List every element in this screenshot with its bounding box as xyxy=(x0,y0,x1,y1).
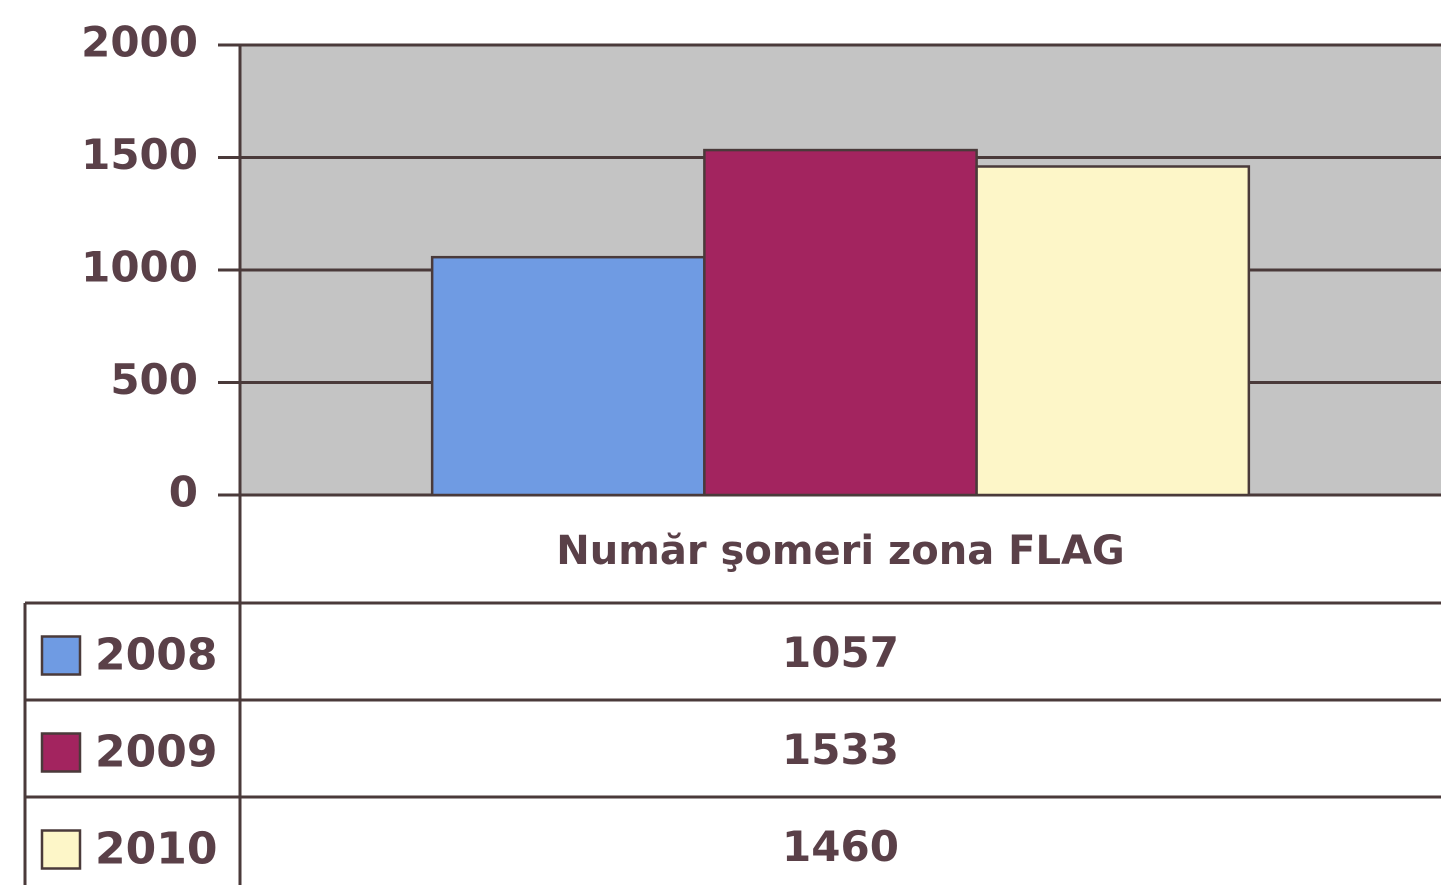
legend-label: 2008 xyxy=(95,630,217,681)
bar xyxy=(703,148,978,497)
y-tick-label: 2000 xyxy=(81,18,198,67)
bar xyxy=(430,255,706,497)
legend-swatch xyxy=(40,635,82,676)
legend-swatch xyxy=(40,732,82,773)
bar xyxy=(975,165,1251,497)
y-tick-label: 1000 xyxy=(81,243,198,292)
table-value: 1533 xyxy=(782,725,899,774)
x-tick-label: Număr şomeri zona FLAG xyxy=(556,528,1125,574)
table-value: 1057 xyxy=(782,628,899,677)
legend-label: 2010 xyxy=(95,824,217,875)
table-value: 1460 xyxy=(782,822,899,871)
y-tick-label: 500 xyxy=(110,355,198,404)
legend-swatch xyxy=(40,829,82,870)
y-tick-label: 1500 xyxy=(81,130,198,179)
legend-label: 2009 xyxy=(95,727,217,778)
y-tick-label: 0 xyxy=(169,468,198,517)
